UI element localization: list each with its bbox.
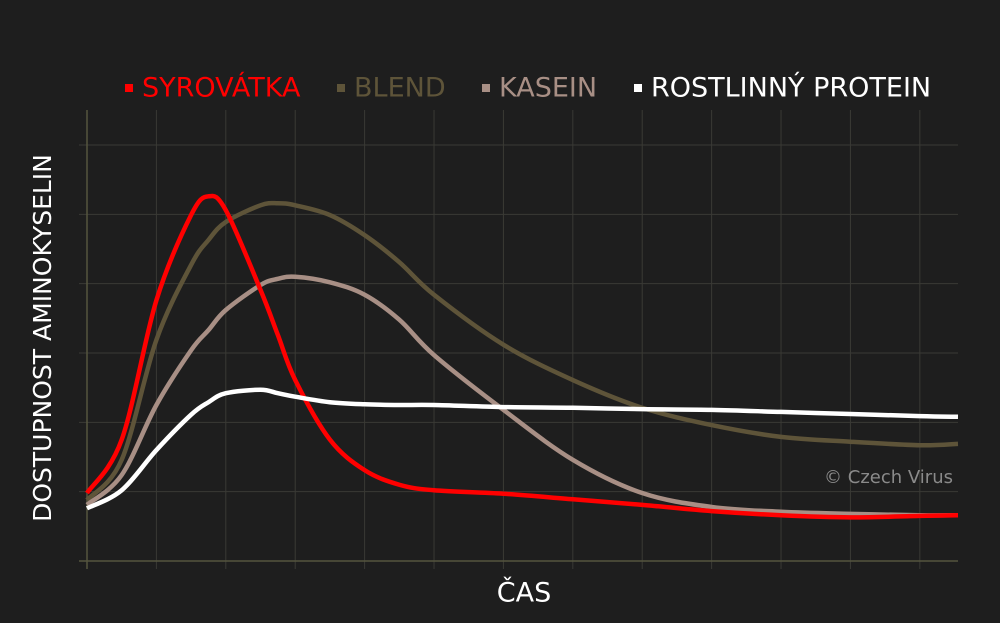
legend-label: ROSTLINNÝ PROTEIN [651,72,931,104]
legend-marker [337,84,345,92]
legend-label: KASEIN [499,73,597,104]
line-series [85,200,959,502]
watermark: © Czech Virus [824,467,953,488]
legend-label: BLEND [354,73,446,104]
x-axis-label: ČAS [497,577,551,609]
line-series [85,274,959,518]
legend-marker [482,84,490,92]
legend-label: SYROVÁTKA [142,72,301,104]
y-axis-label: DOSTUPNOST AMINOKYSELIN [28,154,57,522]
line-series [85,193,959,520]
legend-marker [634,84,642,92]
legend-marker [125,84,133,92]
line-series [85,387,959,511]
